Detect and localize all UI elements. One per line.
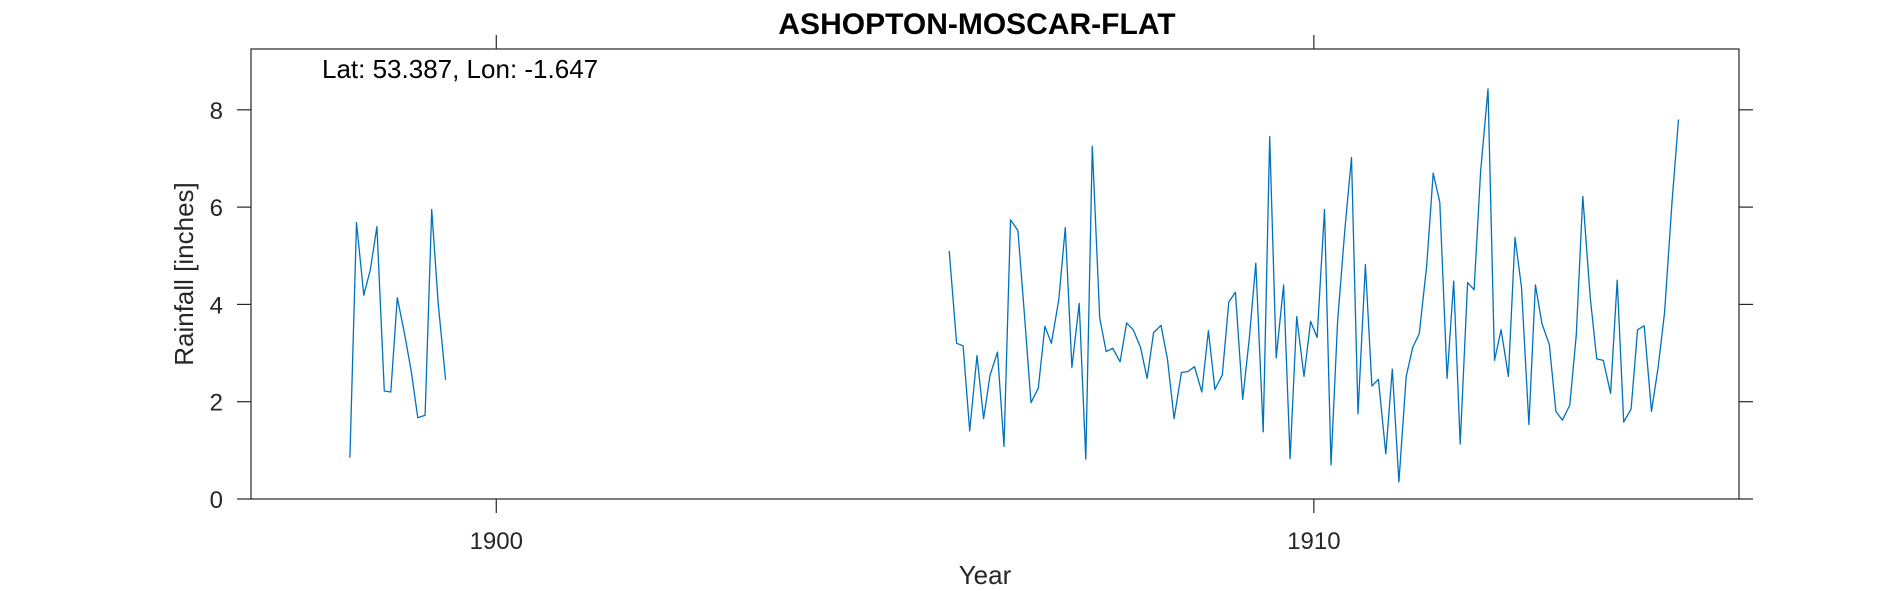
y-tick-label: 6 <box>210 195 223 222</box>
y-tick-label: 0 <box>210 487 223 514</box>
y-tick-label: 4 <box>210 292 223 319</box>
y-tick-label: 2 <box>210 390 223 417</box>
x-axis-label: Year <box>959 560 1012 590</box>
axes-box <box>250 48 1740 500</box>
chart-title: ASHOPTON-MOSCAR-FLAT <box>778 8 1175 41</box>
series-group <box>349 88 1680 483</box>
x-tick-label: 1910 <box>1287 528 1340 555</box>
y-tick-label: 8 <box>210 98 223 125</box>
series-line-segment-1 <box>349 208 447 458</box>
x-tick-label: 1900 <box>470 528 523 555</box>
axis-ticks: 1900 1910 0 2 4 6 8 <box>210 35 1753 555</box>
location-annotation: Lat: 53.387, Lon: -1.647 <box>322 54 598 84</box>
y-axis-label: Rainfall [inches] <box>169 182 199 366</box>
series-line-segment-2 <box>948 88 1680 483</box>
plot-frame <box>250 48 1740 500</box>
